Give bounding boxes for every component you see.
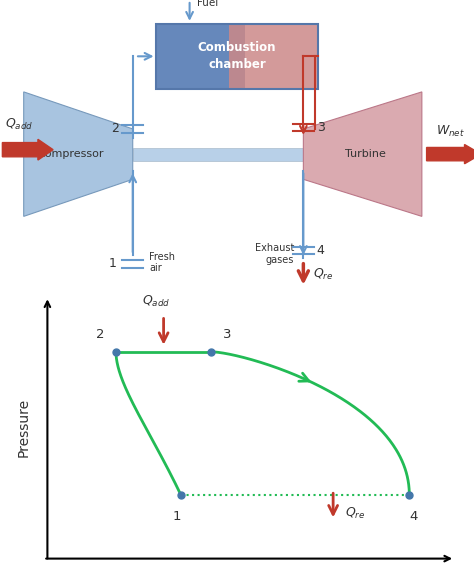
Polygon shape bbox=[303, 92, 422, 217]
Text: 3: 3 bbox=[317, 121, 325, 134]
Text: $Q_{add}$: $Q_{add}$ bbox=[5, 116, 33, 132]
Text: Combustion
chamber: Combustion chamber bbox=[198, 41, 276, 71]
Text: Fresh
air: Fresh air bbox=[149, 251, 175, 273]
Text: 4: 4 bbox=[409, 510, 417, 523]
Polygon shape bbox=[24, 92, 133, 217]
Text: Exhaust
gases: Exhaust gases bbox=[255, 243, 294, 264]
Text: Compressor: Compressor bbox=[38, 149, 104, 159]
FancyArrow shape bbox=[427, 144, 474, 164]
Bar bbox=[229, 24, 318, 89]
Bar bbox=[156, 24, 245, 89]
Text: 2: 2 bbox=[96, 328, 105, 341]
Text: $Q_{re}$: $Q_{re}$ bbox=[345, 506, 365, 522]
Text: 1: 1 bbox=[108, 257, 116, 270]
FancyArrow shape bbox=[2, 139, 53, 160]
Text: Turbine: Turbine bbox=[345, 149, 385, 159]
Text: $W_{net}$: $W_{net}$ bbox=[436, 124, 465, 139]
Text: Fuel: Fuel bbox=[197, 0, 218, 8]
Bar bbox=[133, 148, 303, 161]
Text: 4: 4 bbox=[317, 244, 325, 257]
Text: $Q_{re}$: $Q_{re}$ bbox=[313, 267, 333, 282]
Bar bbox=[156, 24, 318, 89]
Text: Pressure: Pressure bbox=[17, 398, 31, 457]
Text: 1: 1 bbox=[173, 510, 181, 523]
Text: $Q_{add}$: $Q_{add}$ bbox=[142, 294, 170, 309]
Text: 3: 3 bbox=[223, 328, 231, 341]
Text: 2: 2 bbox=[110, 123, 118, 135]
